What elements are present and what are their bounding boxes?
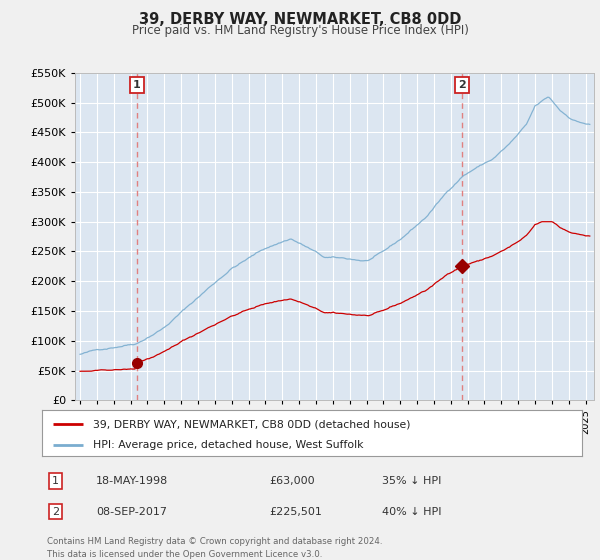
Text: 1: 1: [133, 80, 141, 90]
Text: HPI: Average price, detached house, West Suffolk: HPI: Average price, detached house, West…: [94, 440, 364, 450]
Text: 39, DERBY WAY, NEWMARKET, CB8 0DD: 39, DERBY WAY, NEWMARKET, CB8 0DD: [139, 12, 461, 27]
Text: 2: 2: [458, 80, 466, 90]
Text: 2: 2: [52, 506, 59, 516]
Text: £63,000: £63,000: [269, 476, 314, 486]
Text: Contains HM Land Registry data © Crown copyright and database right 2024.: Contains HM Land Registry data © Crown c…: [47, 538, 383, 547]
Text: This data is licensed under the Open Government Licence v3.0.: This data is licensed under the Open Gov…: [47, 550, 323, 559]
Text: 40% ↓ HPI: 40% ↓ HPI: [382, 506, 442, 516]
Text: £225,501: £225,501: [269, 506, 322, 516]
Text: 18-MAY-1998: 18-MAY-1998: [96, 476, 168, 486]
Text: 35% ↓ HPI: 35% ↓ HPI: [382, 476, 442, 486]
Text: 1: 1: [52, 476, 59, 486]
Text: 08-SEP-2017: 08-SEP-2017: [96, 506, 167, 516]
Text: Price paid vs. HM Land Registry's House Price Index (HPI): Price paid vs. HM Land Registry's House …: [131, 24, 469, 36]
Text: 39, DERBY WAY, NEWMARKET, CB8 0DD (detached house): 39, DERBY WAY, NEWMARKET, CB8 0DD (detac…: [94, 419, 411, 430]
